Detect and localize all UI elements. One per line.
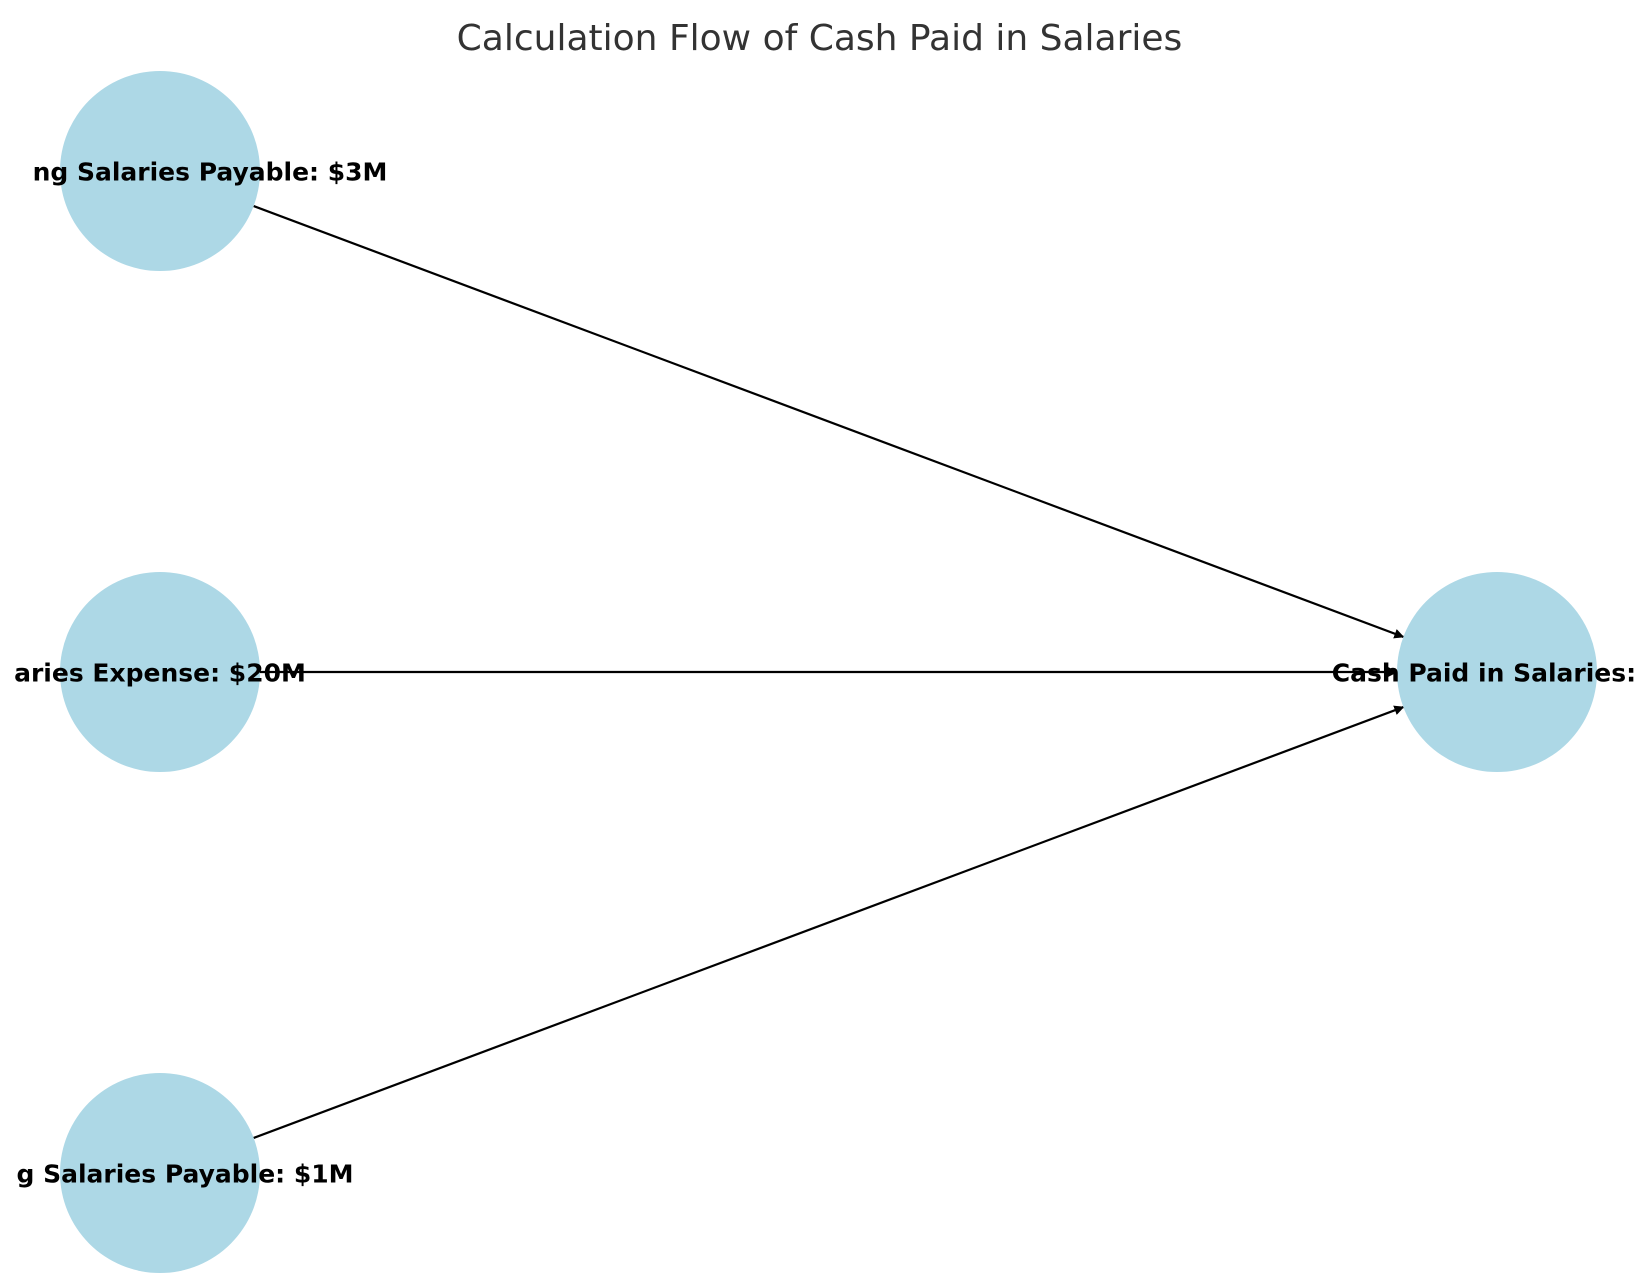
node-beginning	[60, 71, 260, 271]
node-cash	[1397, 572, 1597, 772]
edges-layer	[253, 205, 1405, 1139]
node-ending	[60, 1073, 260, 1273]
node-label-ending: g Salaries Payable: $1M	[16, 1160, 353, 1189]
nodes-layer	[60, 71, 1597, 1273]
edge-beginning-to-cash	[253, 205, 1405, 639]
node-label-cash: Cash Paid in Salaries: $	[1332, 659, 1639, 688]
node-expense	[60, 572, 260, 772]
node-label-expense: aries Expense: $20M	[14, 659, 306, 688]
node-label-beginning: ng Salaries Payable: $3M	[33, 158, 388, 187]
edge-ending-to-cash	[253, 705, 1405, 1139]
labels-layer: ng Salaries Payable: $3M aries Expense: $…	[14, 158, 1639, 1189]
diagram-title: Calculation Flow of Cash Paid in Salarie…	[457, 18, 1183, 59]
